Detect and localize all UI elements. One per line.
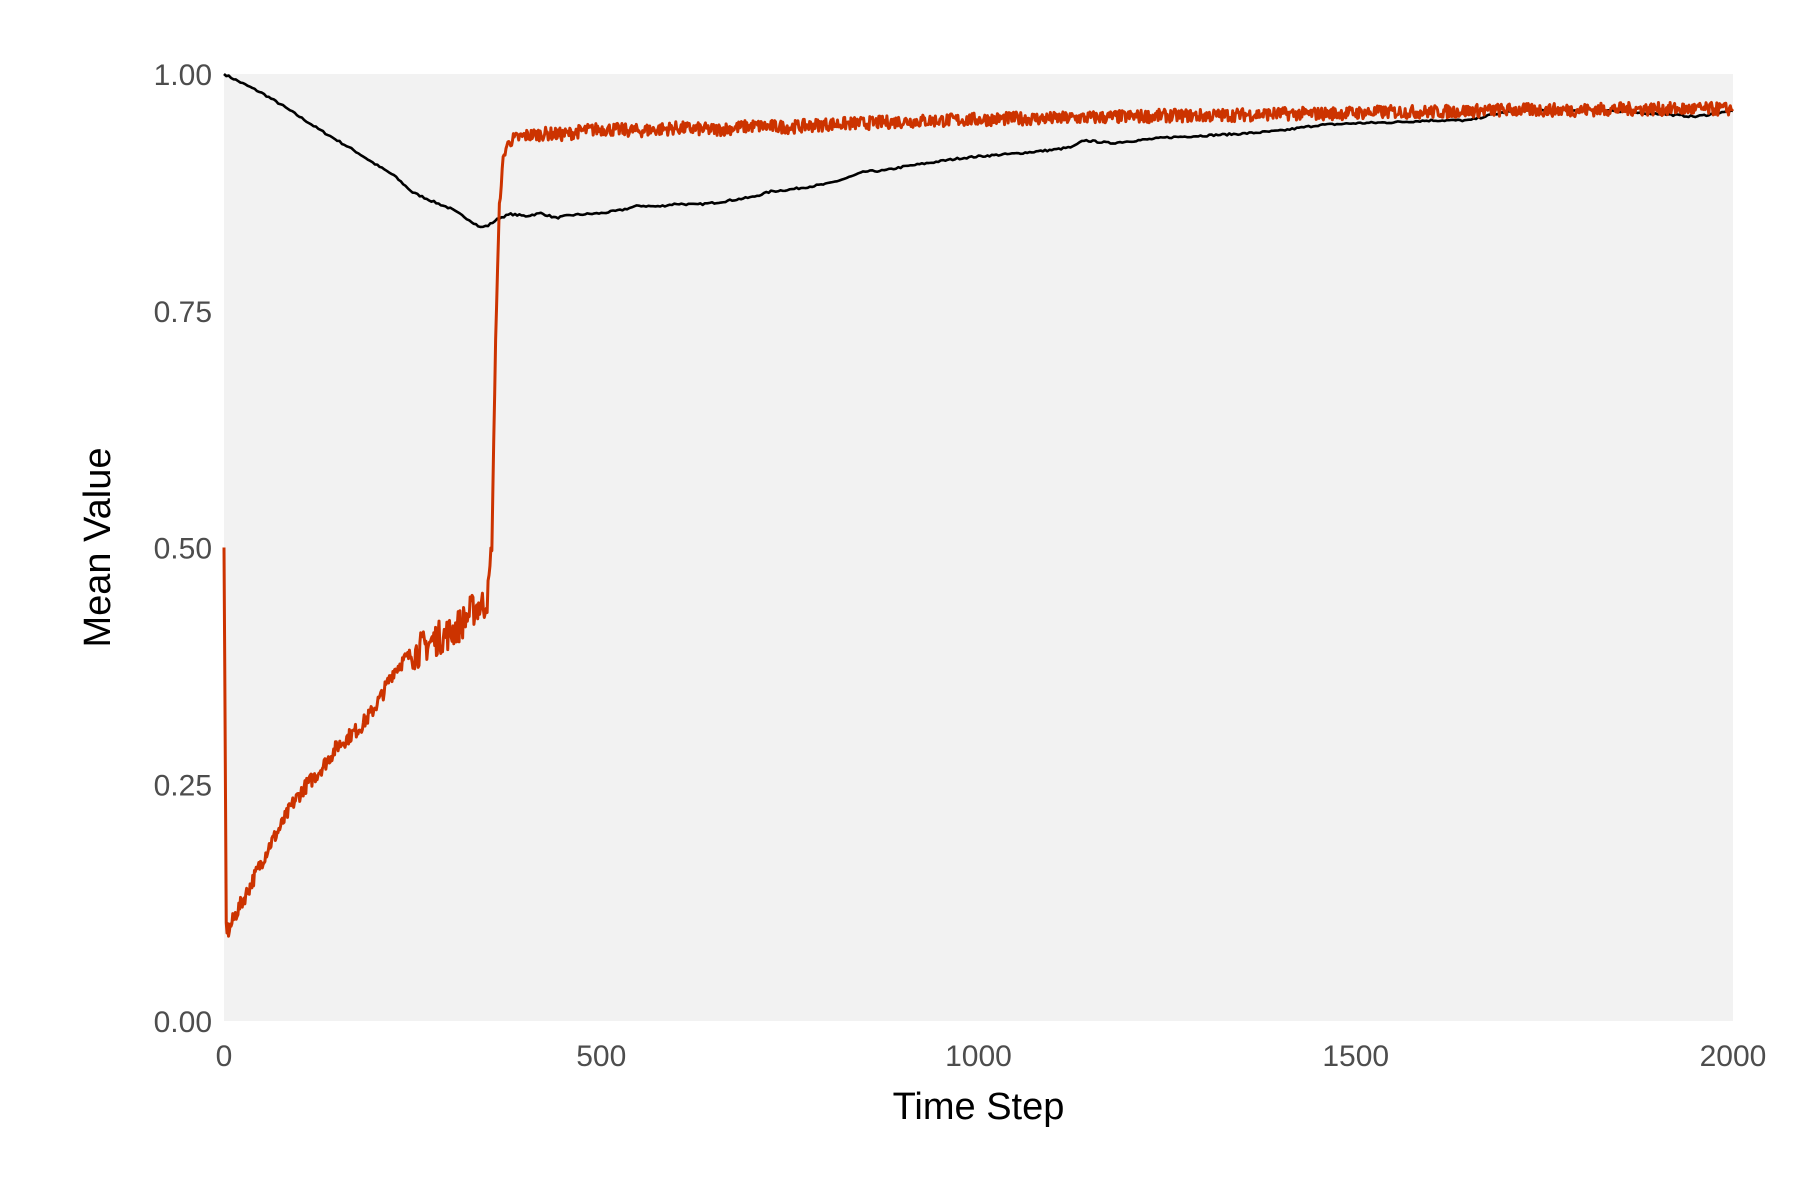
y-tick-label: 0.25 xyxy=(154,769,212,802)
series-line-orange xyxy=(222,100,1735,938)
y-axis-title: Mean Value xyxy=(77,448,119,648)
y-tick-label: 0.50 xyxy=(154,533,212,566)
series-line-black xyxy=(223,73,1734,229)
x-axis-ticks: 0 500 1000 1500 2000 xyxy=(216,1040,1767,1073)
y-axis-ticks: 0.00 0.25 0.50 0.75 1.00 xyxy=(154,59,212,1039)
plot-panel xyxy=(224,74,1733,1021)
x-tick-label: 1500 xyxy=(1322,1040,1389,1073)
y-tick-label: 0.75 xyxy=(154,296,212,329)
y-tick-label: 0.00 xyxy=(154,1006,212,1039)
y-tick-label: 1.00 xyxy=(154,59,212,92)
x-tick-label: 1000 xyxy=(945,1040,1012,1073)
x-tick-label: 500 xyxy=(576,1040,626,1073)
series-layer xyxy=(222,73,1735,938)
x-tick-label: 0 xyxy=(216,1040,233,1073)
x-tick-label: 2000 xyxy=(1700,1040,1767,1073)
x-axis-title: Time Step xyxy=(893,1086,1065,1128)
